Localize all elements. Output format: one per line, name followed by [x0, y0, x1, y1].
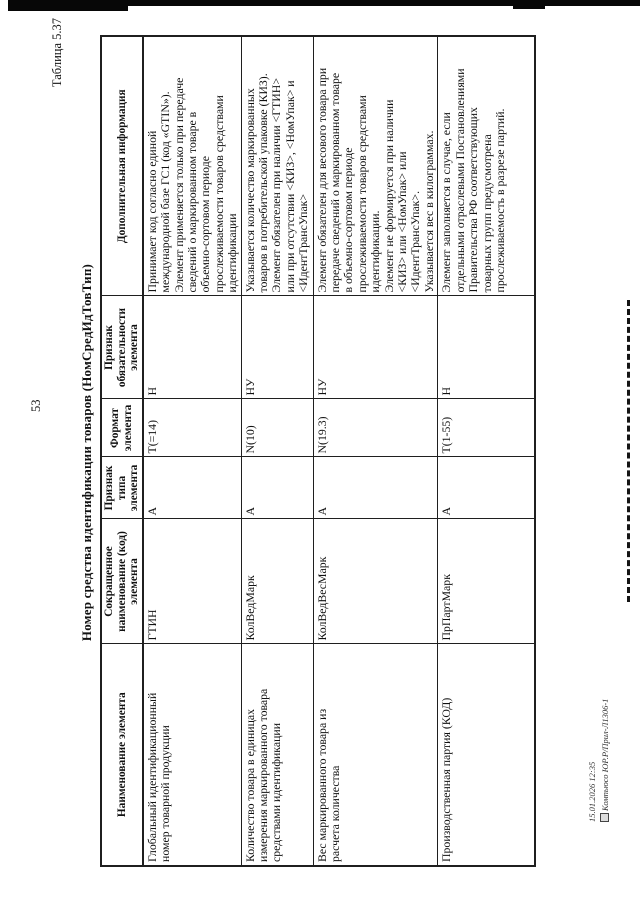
- cell-required-flag: НУ: [241, 296, 314, 399]
- document-title: Номер средства идентификации товаров (Но…: [79, 263, 94, 642]
- cell-element-code: КолВедВесМарк: [313, 519, 438, 644]
- col-header-type-flag: Признак типа элемента: [101, 457, 143, 519]
- cell-required-flag: Н: [437, 296, 535, 399]
- col-header-short-name: Сокращенное наименование (код) элемента: [101, 519, 143, 644]
- cell-type-flag: А: [241, 457, 314, 519]
- table-row: Количество товара в единицах измерения м…: [241, 36, 314, 866]
- col-header-element-name: Наименование элемента: [101, 644, 143, 866]
- cell-format: N(19.3): [313, 399, 438, 457]
- print-system-icon: [600, 813, 609, 822]
- cell-element-code: ГТИН: [142, 519, 242, 644]
- header-row: Наименование элемента Сокращенное наимен…: [101, 36, 143, 866]
- cell-additional-info: Элемент обязателен для весового товара п…: [313, 36, 438, 296]
- print-reference: Компьюсо ЮР.Р/Прил-Л1306-1: [600, 698, 610, 811]
- scan-edge-blob-2: [513, 0, 545, 9]
- cell-type-flag: А: [437, 457, 535, 519]
- cell-format: Т(1-55): [437, 399, 535, 457]
- print-reference-line: Компьюсо ЮР.Р/Прил-Л1306-1: [599, 662, 612, 822]
- cell-format: Т(=14): [142, 399, 242, 457]
- page-number: 53: [29, 399, 43, 413]
- cell-additional-info: Указывается количество маркированных тов…: [241, 36, 314, 296]
- scan-dash-artifact: [627, 300, 630, 602]
- cell-type-flag: А: [313, 457, 438, 519]
- cell-additional-info: Элемент заполняется в случае, если отдел…: [437, 36, 535, 296]
- cell-element-name: Количество товара в единицах измерения м…: [241, 644, 314, 866]
- cell-required-flag: Н: [142, 296, 242, 399]
- col-header-required-flag: Признак обязательности элемента: [101, 296, 143, 399]
- cell-element-code: КолВедМарк: [241, 519, 314, 644]
- table-row: Производственная партия (КОД) ПрПартМарк…: [437, 36, 535, 866]
- cell-element-code: ПрПартМарк: [437, 519, 535, 644]
- table-row: Глобальный идентификационный номер товар…: [142, 36, 242, 866]
- table-caption: Таблица 5.37: [50, 18, 64, 88]
- cell-type-flag: А: [142, 457, 242, 519]
- print-footer: 15.01.2026 12:35 Компьюсо ЮР.Р/Прил-Л130…: [586, 662, 612, 822]
- scan-edge-blob: [8, 0, 128, 11]
- table-row: Вес маркированного товара из расчета кол…: [313, 36, 438, 866]
- col-header-additional-info: Дополнительная информация: [101, 36, 143, 296]
- cell-element-name: Вес маркированного товара из расчета кол…: [313, 644, 438, 866]
- cell-additional-info: Принимает код согласно единой международ…: [142, 36, 242, 296]
- cell-format: N(10): [241, 399, 314, 457]
- cell-required-flag: НУ: [313, 296, 438, 399]
- cell-element-name: Производственная партия (КОД): [437, 644, 535, 866]
- identification-table: Наименование элемента Сокращенное наимен…: [100, 35, 536, 867]
- cell-element-name: Глобальный идентификационный номер товар…: [142, 644, 242, 866]
- col-header-format: Формат элемента: [101, 399, 143, 457]
- print-timestamp: 15.01.2026 12:35: [587, 761, 597, 822]
